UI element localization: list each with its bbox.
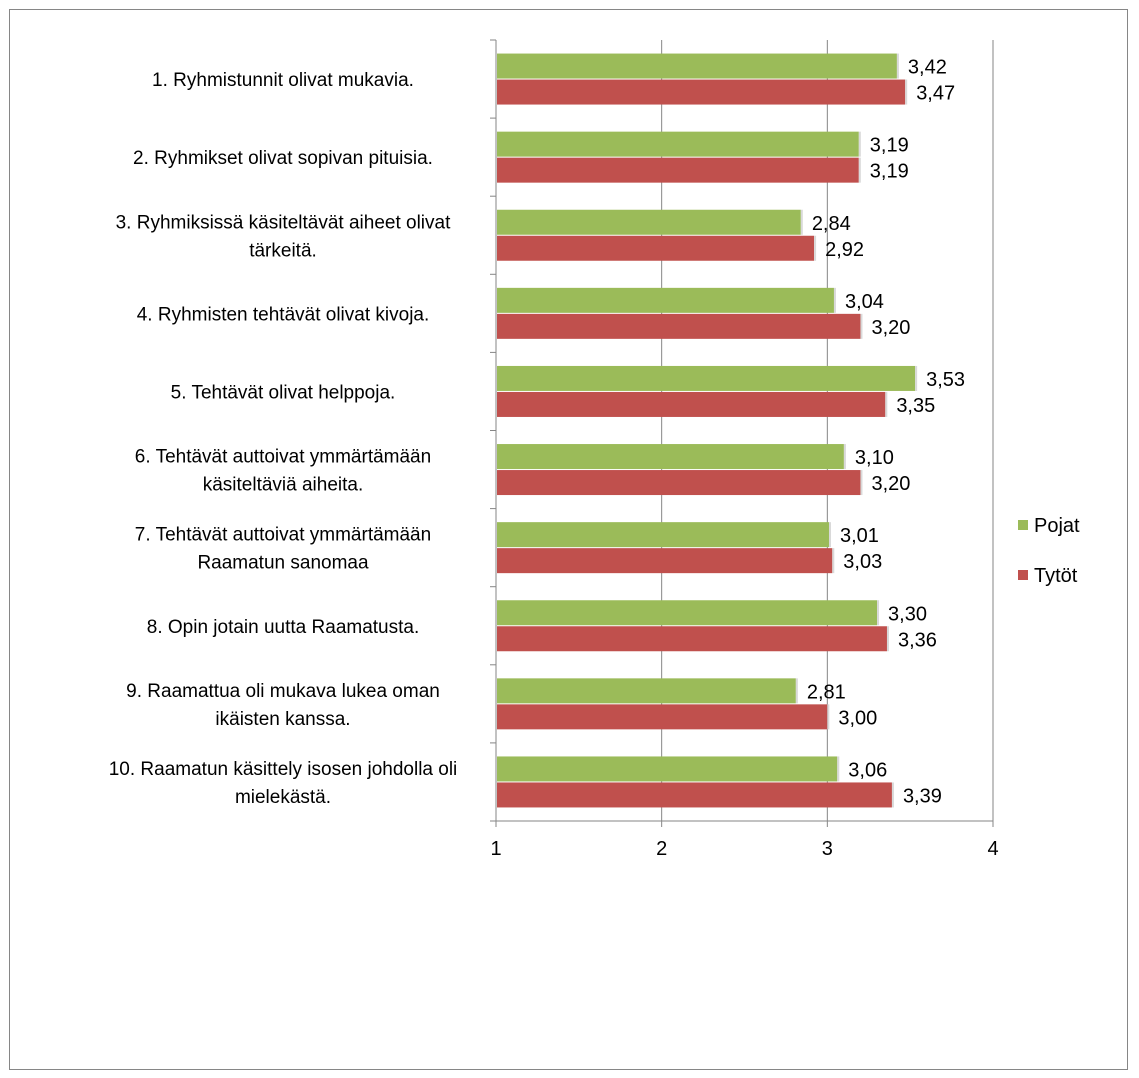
bar-pojat bbox=[497, 756, 838, 782]
data-label: 3,19 bbox=[870, 161, 909, 183]
category-label: 2. Ryhmikset olivat sopivan pituisia. bbox=[133, 148, 433, 169]
bar-pojat bbox=[497, 365, 916, 391]
bar-tytöt bbox=[497, 235, 815, 261]
category-label: 4. Ryhmisten tehtävät olivat kivoja. bbox=[137, 304, 430, 325]
category-label: mielekästä. bbox=[235, 787, 331, 808]
bar-tytöt bbox=[497, 626, 887, 652]
category-label: Raamatun sanomaa bbox=[197, 553, 369, 574]
category-label: 8. Opin jotain uutta Raamatusta. bbox=[147, 617, 420, 638]
category-label: ikäisten kanssa. bbox=[215, 709, 350, 730]
bar-tytöt bbox=[497, 79, 906, 105]
bar-pojat bbox=[497, 600, 878, 626]
x-tick-label: 4 bbox=[987, 838, 998, 860]
data-label: 3,06 bbox=[848, 759, 887, 781]
bar-tytöt bbox=[497, 782, 892, 808]
category-label: 6. Tehtävät auttoivat ymmärtämään bbox=[135, 447, 431, 468]
data-label: 3,42 bbox=[908, 57, 947, 79]
bar-pojat bbox=[497, 53, 897, 79]
category-label: 10. Raamatun käsittely isosen johdolla o… bbox=[109, 759, 458, 780]
category-label: 9. Raamattua oli mukava lukea oman bbox=[126, 681, 440, 702]
data-label: 3,36 bbox=[898, 629, 937, 651]
legend-label: Pojat bbox=[1034, 515, 1080, 537]
data-label: 3,53 bbox=[926, 369, 965, 391]
category-label: 3. Ryhmiksissä käsiteltävät aiheet oliva… bbox=[116, 212, 451, 233]
data-label: 3,39 bbox=[903, 785, 942, 807]
bar-tytöt bbox=[497, 548, 833, 574]
bar-tytöt bbox=[497, 470, 861, 496]
bar-pojat bbox=[497, 678, 796, 704]
data-label: 3,04 bbox=[845, 291, 884, 313]
bar-tytöt bbox=[497, 157, 859, 183]
data-label: 2,81 bbox=[807, 681, 846, 703]
bar-pojat bbox=[497, 522, 829, 548]
data-label: 3,10 bbox=[855, 447, 894, 469]
legend-swatch-tytöt bbox=[1018, 570, 1028, 580]
bar-pojat bbox=[497, 287, 834, 313]
bar-pojat bbox=[497, 131, 859, 157]
legend-swatch-pojat bbox=[1018, 520, 1028, 530]
bar-tytöt bbox=[497, 313, 861, 339]
category-label: tärkeitä. bbox=[249, 240, 317, 261]
data-label: 3,20 bbox=[871, 317, 910, 339]
data-label: 3,03 bbox=[843, 551, 882, 573]
category-label: 7. Tehtävät auttoivat ymmärtämään bbox=[135, 525, 431, 546]
data-label: 3,00 bbox=[838, 707, 877, 729]
bar-pojat bbox=[497, 444, 844, 470]
data-label: 3,30 bbox=[888, 603, 927, 625]
bar-pojat bbox=[497, 209, 801, 235]
data-label: 3,01 bbox=[840, 525, 879, 547]
data-label: 3,20 bbox=[871, 473, 910, 495]
data-label: 2,84 bbox=[812, 213, 851, 235]
x-tick-label: 3 bbox=[822, 838, 833, 860]
category-label: 1. Ryhmistunnit olivat mukavia. bbox=[152, 70, 414, 91]
data-label: 3,47 bbox=[916, 83, 955, 105]
category-label: käsiteltäviä aiheita. bbox=[203, 475, 364, 496]
category-label: 5. Tehtävät olivat helppoja. bbox=[171, 382, 396, 403]
x-tick-label: 2 bbox=[656, 838, 667, 860]
data-label: 3,35 bbox=[896, 395, 935, 417]
legend-label: Tytöt bbox=[1034, 565, 1078, 587]
bar-tytöt bbox=[497, 704, 828, 730]
bar-tytöt bbox=[497, 391, 886, 417]
x-tick-label: 1 bbox=[490, 838, 501, 860]
data-label: 2,92 bbox=[825, 239, 864, 261]
data-label: 3,19 bbox=[870, 135, 909, 157]
